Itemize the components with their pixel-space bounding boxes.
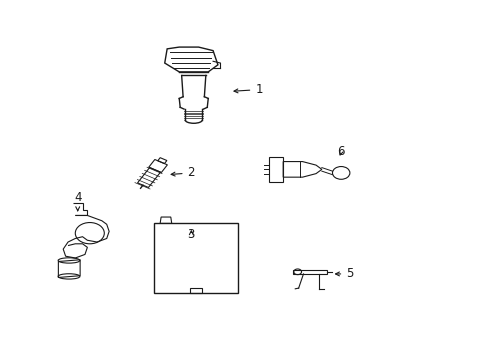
Text: 5: 5: [335, 267, 353, 280]
Text: 2: 2: [171, 166, 195, 179]
Text: 3: 3: [187, 229, 195, 242]
Text: 4: 4: [74, 191, 81, 211]
Bar: [190, 288, 202, 293]
Text: 6: 6: [337, 145, 344, 158]
Text: 1: 1: [234, 83, 262, 96]
